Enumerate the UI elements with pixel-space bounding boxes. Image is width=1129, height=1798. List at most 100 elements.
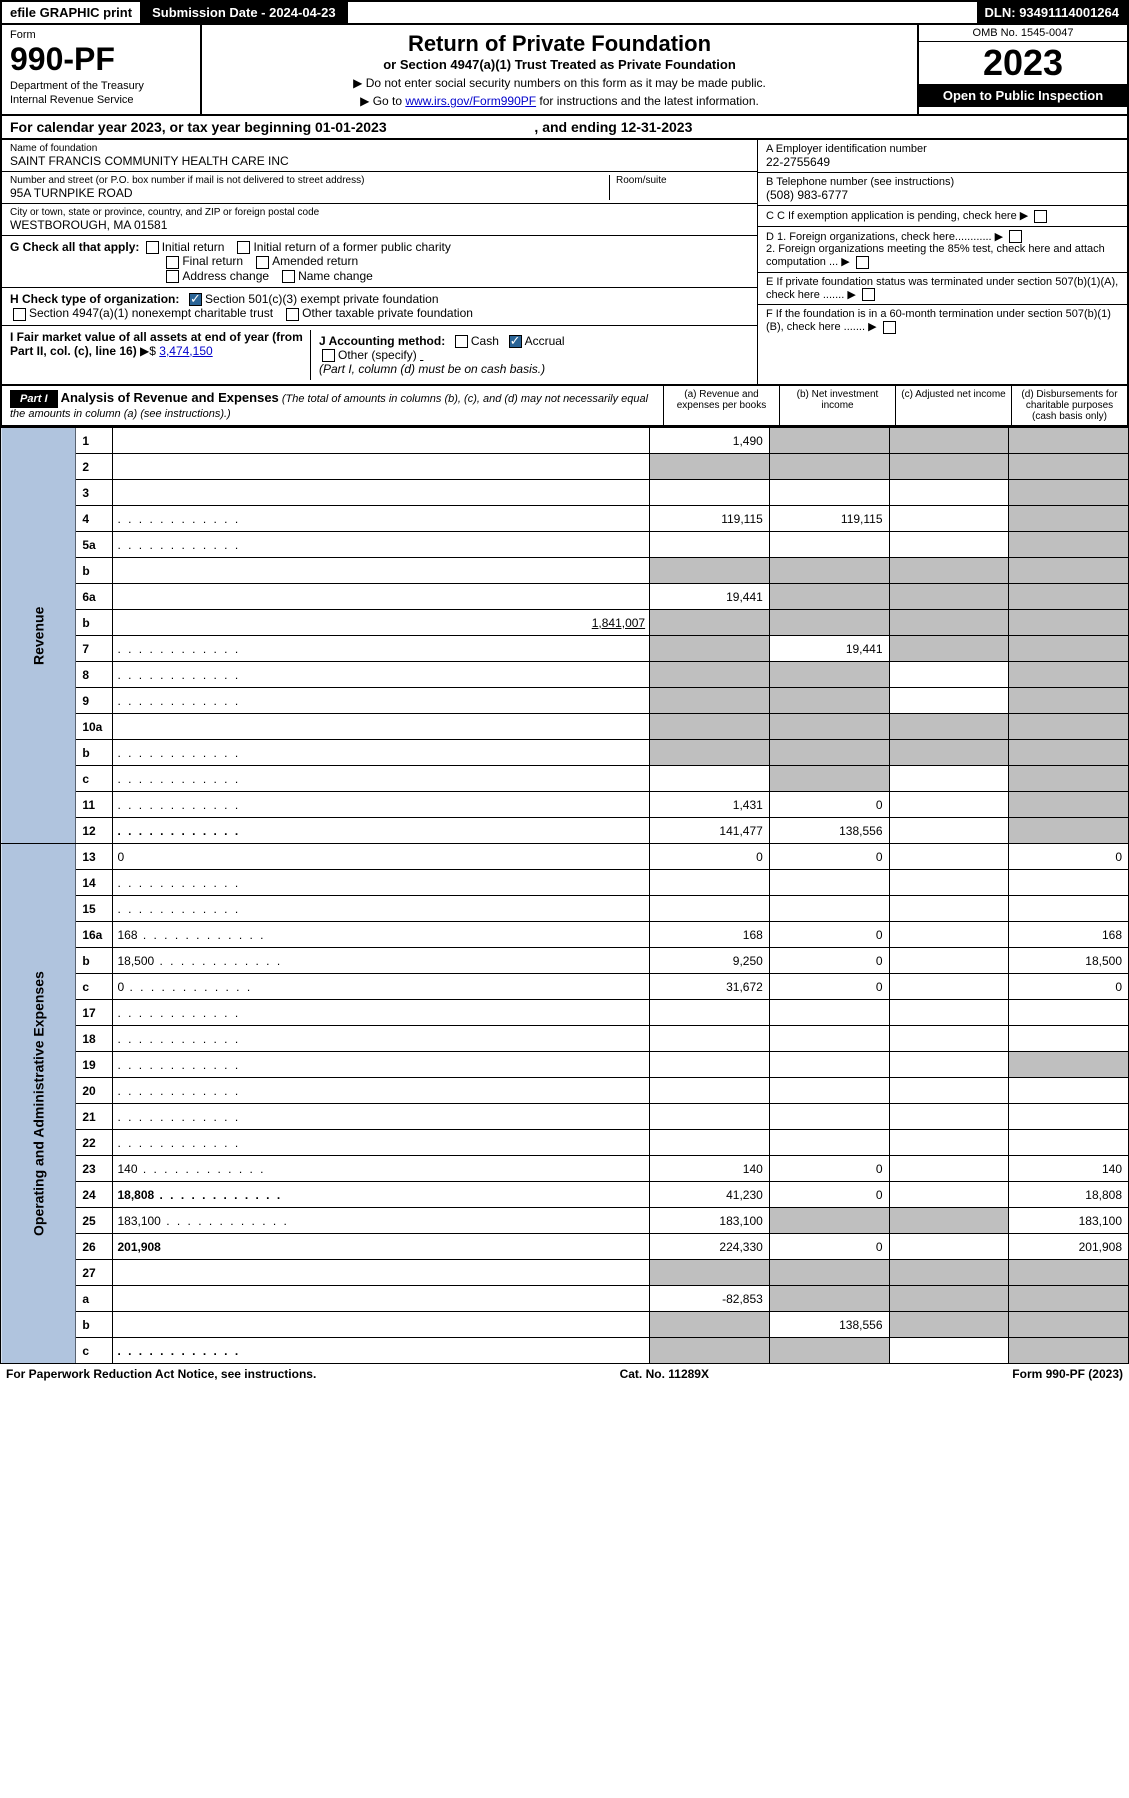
other-method-checkbox[interactable] xyxy=(322,349,335,362)
col-b-val: 0 xyxy=(769,792,889,818)
address-change-checkbox[interactable] xyxy=(166,270,179,283)
col-a-val: 41,230 xyxy=(650,1182,770,1208)
cal-begin: For calendar year 2023, or tax year begi… xyxy=(10,119,387,135)
col-d-val: 140 xyxy=(1009,1156,1129,1182)
4947a1-checkbox[interactable] xyxy=(13,308,26,321)
fmv-value[interactable]: 3,474,150 xyxy=(159,344,212,358)
dln: DLN: 93491114001264 xyxy=(977,2,1127,23)
efile-label[interactable]: efile GRAPHIC print xyxy=(2,2,140,23)
i-j-row: I Fair market value of all assets at end… xyxy=(2,326,757,385)
col-a-val: 9,250 xyxy=(650,948,770,974)
f-checkbox[interactable] xyxy=(883,321,896,334)
line-num: 22 xyxy=(76,1130,113,1156)
col-b-val: 0 xyxy=(769,1234,889,1260)
other-taxable-checkbox[interactable] xyxy=(286,308,299,321)
line-num: c xyxy=(76,766,113,792)
initial-return-checkbox[interactable] xyxy=(146,241,159,254)
line-desc xyxy=(113,558,650,584)
table-row: Revenue11,490 xyxy=(1,428,1129,454)
table-row: 12141,477138,556 xyxy=(1,818,1129,844)
table-row: 22 xyxy=(1,1130,1129,1156)
col-d-val xyxy=(1009,740,1129,766)
line-num: 9 xyxy=(76,688,113,714)
g-opt-0: Initial return xyxy=(162,240,225,254)
table-row: 6a19,441 xyxy=(1,584,1129,610)
col-b-val xyxy=(769,428,889,454)
line-num: b xyxy=(76,740,113,766)
cash-checkbox[interactable] xyxy=(455,335,468,348)
form-title: Return of Private Foundation xyxy=(214,31,905,57)
cat-no: Cat. No. 11289X xyxy=(620,1367,709,1381)
c-checkbox[interactable] xyxy=(1034,210,1047,223)
line-num: 11 xyxy=(76,792,113,818)
line-num: 1 xyxy=(76,428,113,454)
initial-former-checkbox[interactable] xyxy=(237,241,250,254)
table-row: c xyxy=(1,766,1129,792)
table-row: c xyxy=(1,1338,1129,1364)
col-c-val xyxy=(889,1078,1009,1104)
col-b-val: 0 xyxy=(769,844,889,870)
d2-checkbox[interactable] xyxy=(856,256,869,269)
name-label: Name of foundation xyxy=(10,143,749,154)
col-d-val: 168 xyxy=(1009,922,1129,948)
col-b-val xyxy=(769,532,889,558)
col-c-val xyxy=(889,1130,1009,1156)
line-num: 27 xyxy=(76,1260,113,1286)
e-checkbox[interactable] xyxy=(862,288,875,301)
col-a-val xyxy=(650,1104,770,1130)
dept-treasury: Department of the Treasury xyxy=(10,80,192,92)
line-num: c xyxy=(76,974,113,1000)
top-bar: efile GRAPHIC print Submission Date - 20… xyxy=(0,0,1129,25)
paperwork-notice: For Paperwork Reduction Act Notice, see … xyxy=(6,1367,316,1381)
col-b-val xyxy=(769,480,889,506)
table-row: 2 xyxy=(1,454,1129,480)
g-opt-4: Address change xyxy=(182,269,269,283)
col-b-val xyxy=(769,584,889,610)
col-d-val xyxy=(1009,610,1129,636)
line-num: 4 xyxy=(76,506,113,532)
col-b-val xyxy=(769,1078,889,1104)
col-c-val xyxy=(889,480,1009,506)
j-note: (Part I, column (d) must be on cash basi… xyxy=(319,362,545,376)
irs-link[interactable]: www.irs.gov/Form990PF xyxy=(405,94,536,108)
line-desc xyxy=(113,1286,650,1312)
col-c-val xyxy=(889,454,1009,480)
open-inspection: Open to Public Inspection xyxy=(919,84,1127,107)
line-desc xyxy=(113,454,650,480)
submission-date: Submission Date - 2024-04-23 xyxy=(140,2,348,23)
table-row: Operating and Administrative Expenses130… xyxy=(1,844,1129,870)
phone-value: (508) 983-6777 xyxy=(766,188,1119,202)
final-return-checkbox[interactable] xyxy=(166,256,179,269)
d1-checkbox[interactable] xyxy=(1009,230,1022,243)
line-desc: 0 xyxy=(113,844,650,870)
col-c-val xyxy=(889,688,1009,714)
line-num: b xyxy=(76,1312,113,1338)
h-opt-2: Section 4947(a)(1) nonexempt charitable … xyxy=(29,306,273,320)
h-opt-1: Section 501(c)(3) exempt private foundat… xyxy=(205,292,438,306)
name-change-checkbox[interactable] xyxy=(282,270,295,283)
col-c-val xyxy=(889,948,1009,974)
line-num: 26 xyxy=(76,1234,113,1260)
col-a-val xyxy=(650,480,770,506)
line-desc xyxy=(113,1026,650,1052)
line-num: 24 xyxy=(76,1182,113,1208)
line-num: 17 xyxy=(76,1000,113,1026)
col-d-val xyxy=(1009,870,1129,896)
entity-info: Name of foundation SAINT FRANCIS COMMUNI… xyxy=(0,140,1129,386)
col-b-val xyxy=(769,896,889,922)
col-d-val xyxy=(1009,1312,1129,1338)
accrual-checkbox[interactable] xyxy=(509,335,522,348)
amended-return-checkbox[interactable] xyxy=(256,256,269,269)
col-a-val xyxy=(650,766,770,792)
col-a-val: 168 xyxy=(650,922,770,948)
col-b-val xyxy=(769,870,889,896)
h-opt-3: Other taxable private foundation xyxy=(302,306,473,320)
col-d-val xyxy=(1009,1104,1129,1130)
table-row: 21 xyxy=(1,1104,1129,1130)
col-d-val xyxy=(1009,1000,1129,1026)
line-desc xyxy=(113,428,650,454)
j-label: J Accounting method: xyxy=(319,334,445,348)
line-desc: 18,808 xyxy=(113,1182,650,1208)
col-c-val xyxy=(889,1000,1009,1026)
501c3-checkbox[interactable] xyxy=(189,293,202,306)
